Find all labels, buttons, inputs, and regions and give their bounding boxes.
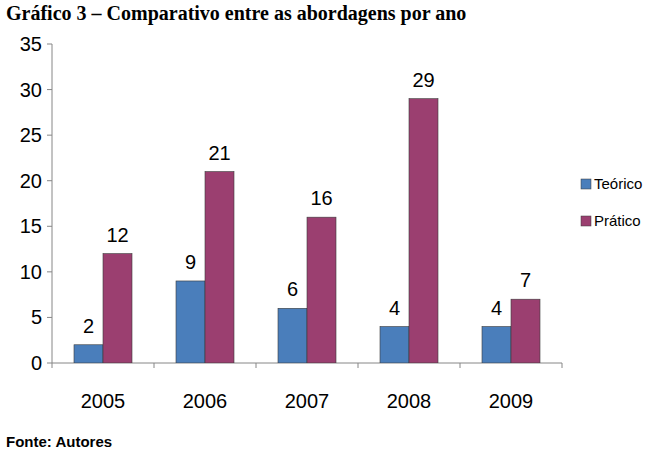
x-tick-label: 2006 (183, 390, 228, 412)
bar (307, 217, 336, 363)
bar (278, 308, 307, 363)
y-tick-label: 5 (31, 306, 42, 328)
y-tick (47, 271, 52, 272)
data-label: 2 (83, 315, 94, 337)
y-tick (47, 44, 52, 45)
bar (103, 254, 132, 363)
x-tick (562, 363, 563, 368)
data-label: 4 (389, 297, 400, 319)
data-labels: 21292161642947 (83, 69, 531, 337)
y-tick (47, 317, 52, 318)
data-label: 29 (412, 69, 434, 91)
x-tick (256, 363, 257, 368)
data-label: 6 (287, 278, 298, 300)
legend-swatch (581, 179, 591, 189)
source-note: Fonte: Autores (6, 433, 112, 450)
y-tick (47, 363, 52, 364)
data-label: 9 (185, 251, 196, 273)
x-tick (52, 363, 53, 368)
y-tick (47, 135, 52, 136)
bar (511, 299, 540, 363)
y-tick-label: 25 (20, 124, 42, 146)
y-tick-label: 0 (31, 352, 42, 374)
y-tick-label: 35 (20, 33, 42, 55)
y-tick (47, 89, 52, 90)
data-label: 16 (310, 187, 332, 209)
y-tick (47, 226, 52, 227)
bars (74, 99, 540, 363)
x-tick-label: 2007 (285, 390, 330, 412)
legend: Teórico Prático (581, 175, 642, 229)
data-label: 12 (106, 224, 128, 246)
y-tick (47, 180, 52, 181)
y-tick-label: 30 (20, 79, 42, 101)
legend-label: Prático (594, 212, 641, 229)
x-tick-label: 2009 (489, 390, 534, 412)
bar (482, 327, 511, 363)
bar (409, 99, 438, 363)
chart-root: Gráfico 3 – Comparativo entre as abordag… (0, 0, 667, 456)
data-label: 7 (520, 269, 531, 291)
legend-label: Teórico (594, 175, 642, 192)
y-tick-label: 15 (20, 215, 42, 237)
x-tick (154, 363, 155, 368)
chart-title: Gráfico 3 – Comparativo entre as abordag… (6, 2, 466, 25)
x-tick-label: 2008 (387, 390, 432, 412)
x-tick (358, 363, 359, 368)
x-tick-label: 2005 (81, 390, 126, 412)
y-tick-label: 10 (20, 261, 42, 283)
legend-swatch (581, 216, 591, 226)
y-axis (52, 44, 53, 363)
bar (74, 345, 103, 363)
bar (205, 172, 234, 363)
data-label: 4 (491, 297, 502, 319)
bar (176, 281, 205, 363)
y-tick-label: 20 (20, 170, 42, 192)
data-label: 21 (208, 142, 230, 164)
bar (380, 327, 409, 363)
x-tick (460, 363, 461, 368)
